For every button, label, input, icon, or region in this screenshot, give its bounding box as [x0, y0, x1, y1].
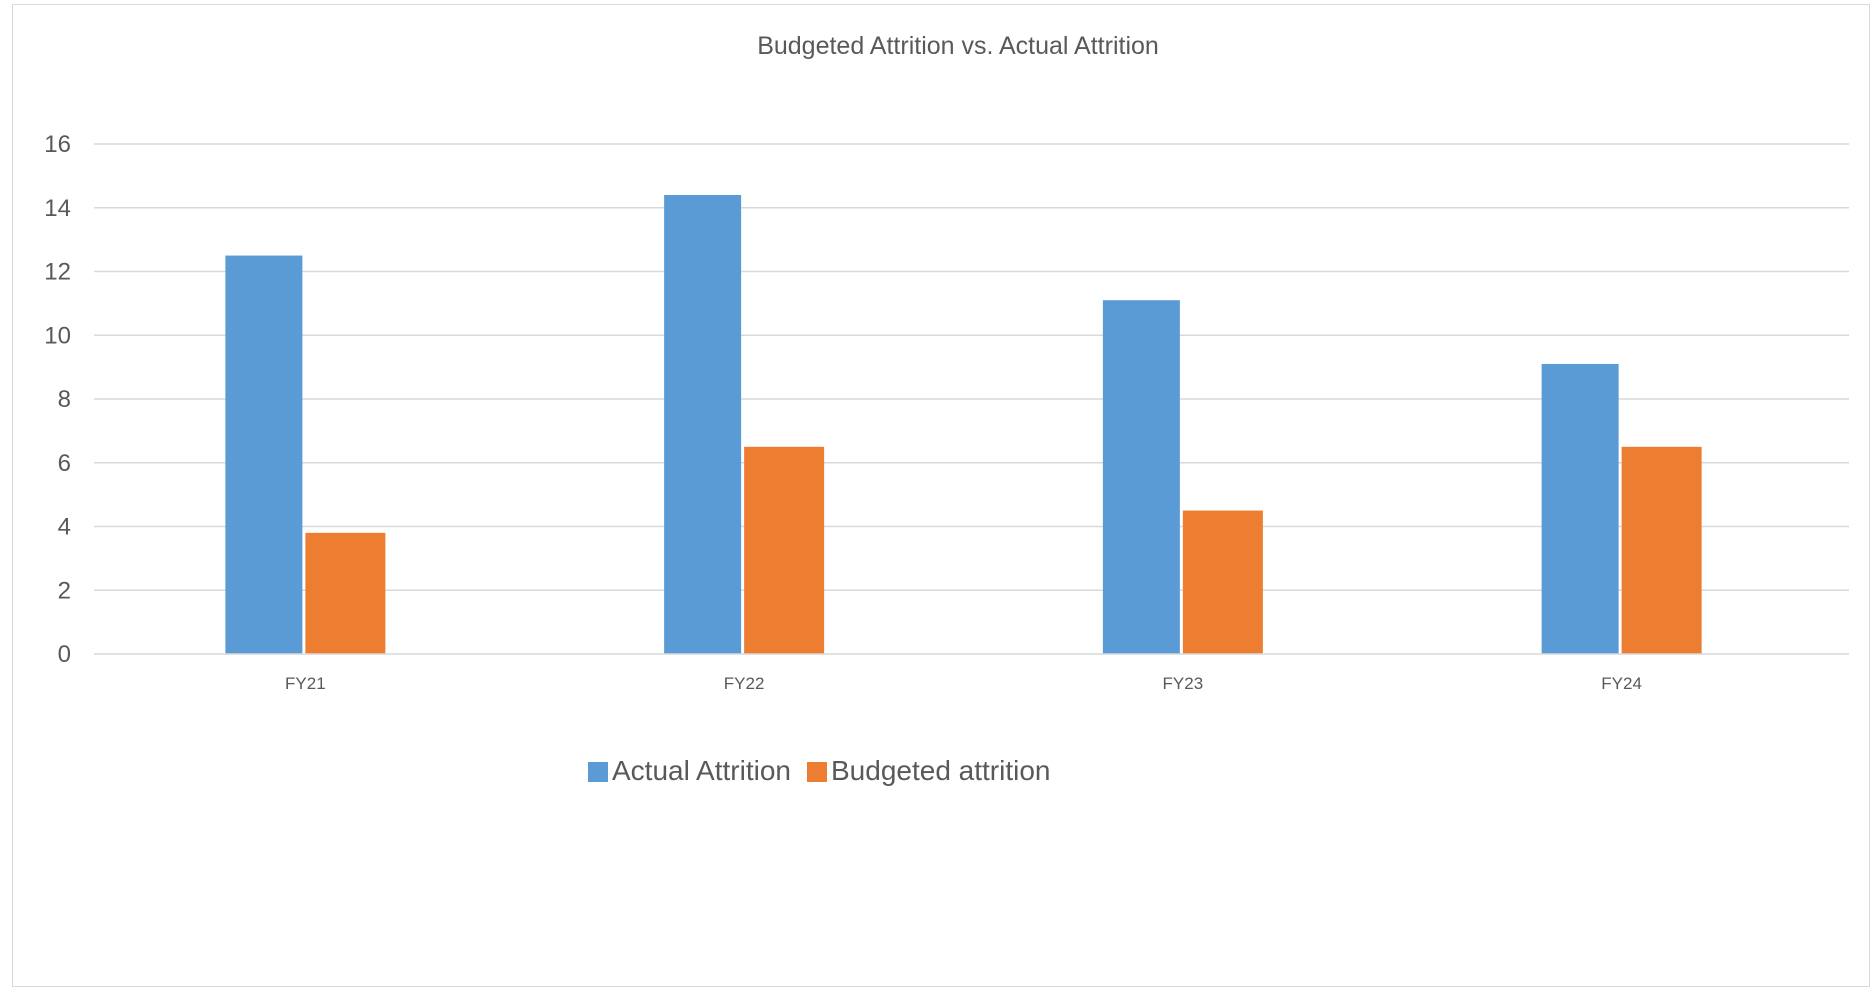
y-tick-label: 4 [58, 514, 71, 541]
chart-area: Budgeted Attrition vs. Actual Attrition … [12, 4, 1870, 987]
x-tick-label: FY23 [1163, 674, 1204, 693]
bar-budgeted-attrition-fy24 [1621, 446, 1702, 654]
x-tick-label: FY22 [724, 674, 765, 693]
bar-actual-attrition-fy24 [1541, 363, 1619, 654]
bar-chart: Budgeted Attrition vs. Actual Attrition … [44, 32, 1849, 786]
x-tick-label: FY21 [285, 674, 326, 693]
bar-actual-attrition-fy22 [664, 195, 742, 654]
bar-budgeted-attrition-fy22 [744, 446, 825, 654]
y-tick-label: 8 [58, 386, 71, 413]
bar-budgeted-attrition-fy23 [1182, 510, 1263, 654]
legend-label: Budgeted attrition [831, 755, 1051, 786]
chart-title: Budgeted Attrition vs. Actual Attrition [757, 32, 1159, 60]
y-tick-label: 6 [58, 450, 71, 477]
y-tick-label: 2 [58, 577, 71, 604]
legend: Actual Attrition Budgeted attrition [588, 755, 1051, 786]
x-tick-label: FY24 [1601, 674, 1642, 693]
bar-actual-attrition-fy21 [225, 255, 303, 654]
legend-swatch [588, 762, 608, 782]
x-axis-ticks: FY21 FY22 FY23 FY24 [285, 674, 1642, 693]
bar-actual-attrition-fy23 [1102, 300, 1180, 654]
y-tick-label: 12 [44, 259, 71, 286]
y-tick-label: 10 [44, 322, 71, 349]
y-tick-label: 0 [58, 641, 71, 668]
legend-swatch [807, 762, 827, 782]
y-tick-label: 14 [44, 195, 71, 222]
gridlines [94, 143, 1849, 591]
bar-budgeted-attrition-fy21 [305, 532, 386, 654]
y-tick-label: 16 [44, 131, 71, 158]
y-axis-ticks: 0 2 4 6 8 10 12 14 16 [44, 131, 71, 668]
legend-label: Actual Attrition [612, 755, 791, 786]
bars [225, 195, 1702, 654]
